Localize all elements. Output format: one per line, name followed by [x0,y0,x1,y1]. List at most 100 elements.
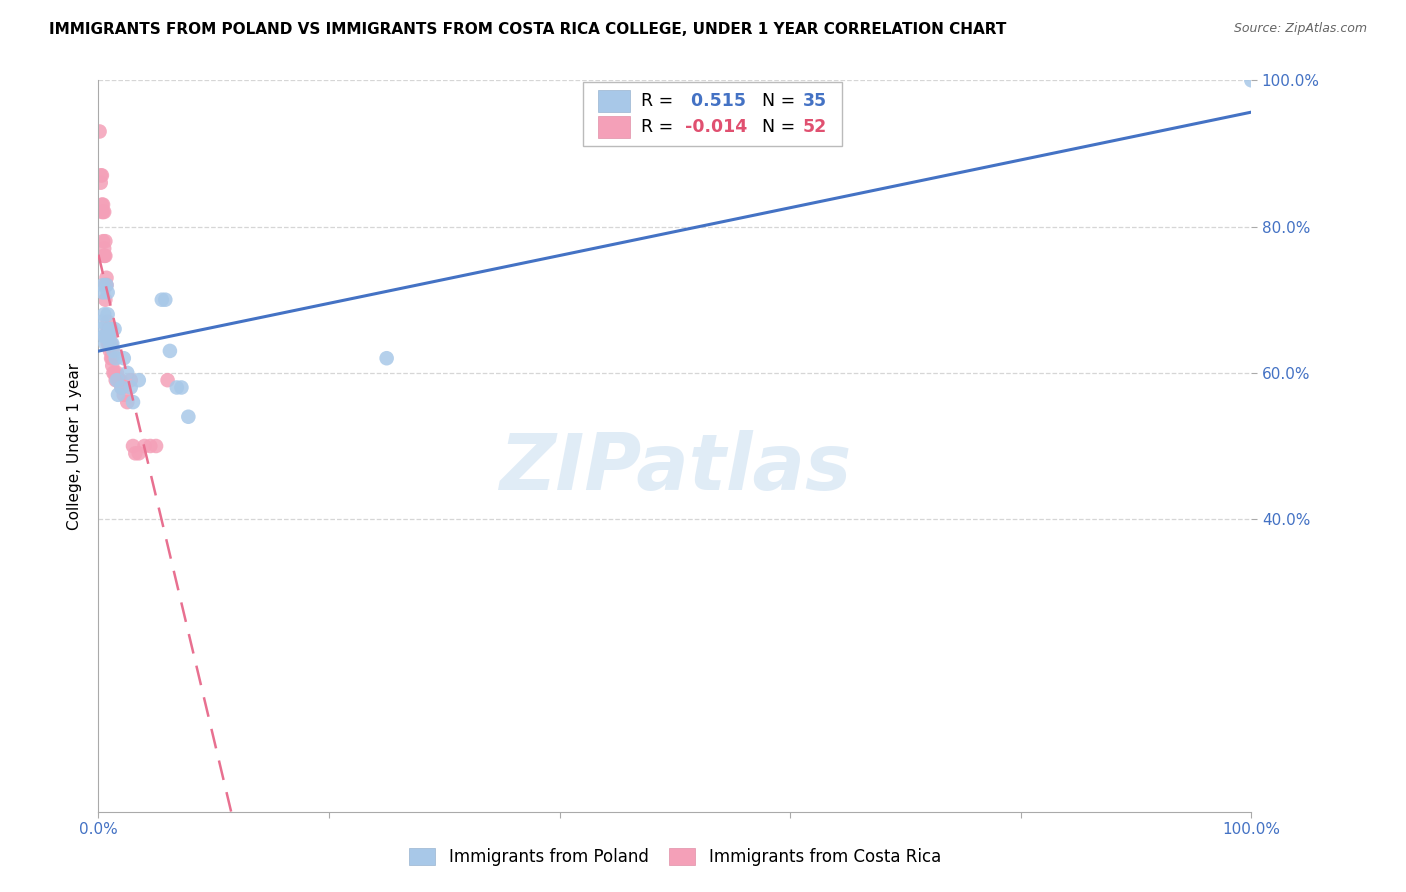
Point [97,322,120,336]
Point [96,278,118,293]
Point [105,366,128,380]
Point [93,242,115,256]
Point [94,234,117,248]
Point [97,329,120,343]
Text: R =: R = [641,92,679,110]
Point [110,380,132,394]
Point [156,373,179,387]
Point [120,373,142,387]
Point [101,343,124,358]
Point [94,329,117,343]
Point [107,388,129,402]
Point [98,336,121,351]
Point [122,395,145,409]
Point [112,351,135,366]
Point [93,249,115,263]
Point [134,439,156,453]
Point [94,278,117,293]
Point [90,197,112,211]
Point [108,373,131,387]
Point [94,249,117,263]
Point [97,322,120,336]
Point [124,446,146,460]
Point [97,336,120,351]
Point [100,322,122,336]
Point [375,351,398,366]
Point [122,439,145,453]
Point [110,380,132,394]
Y-axis label: College, Under 1 year: College, Under 1 year [66,362,82,530]
Point [103,343,125,358]
Point [100,351,122,366]
Point [101,359,124,373]
Point [103,366,125,380]
Point [98,329,121,343]
Point [90,176,112,190]
Text: N =: N = [751,118,801,136]
Point [94,293,117,307]
Point [103,322,125,336]
Point [128,373,150,387]
Point [91,197,114,211]
Point [89,124,111,138]
Point [97,307,120,321]
Point [177,409,200,424]
Point [93,249,115,263]
Point [93,205,115,219]
Text: R =: R = [641,118,679,136]
Text: 0.515: 0.515 [685,92,747,110]
Point [150,293,173,307]
Point [91,234,114,248]
Text: 52: 52 [803,118,827,136]
Point [97,322,120,336]
Point [97,315,120,329]
Point [93,307,115,321]
Text: -0.014: -0.014 [685,118,748,136]
Point [90,169,112,183]
Text: Source: ZipAtlas.com: Source: ZipAtlas.com [1233,22,1367,36]
Point [166,380,188,394]
Point [91,285,114,300]
Point [94,336,117,351]
Legend: Immigrants from Poland, Immigrants from Costa Rica: Immigrants from Poland, Immigrants from … [402,841,948,873]
Point [103,366,125,380]
Text: IMMIGRANTS FROM POLAND VS IMMIGRANTS FROM COSTA RICA COLLEGE, UNDER 1 YEAR CORRE: IMMIGRANTS FROM POLAND VS IMMIGRANTS FRO… [49,22,1007,37]
Point [90,315,112,329]
Point [139,439,162,453]
Point [97,285,120,300]
Point [91,205,114,219]
Point [100,336,122,351]
Text: ZIPatlas: ZIPatlas [499,430,851,506]
Point [112,388,135,402]
Point [117,366,139,380]
Point [107,373,129,387]
Point [128,446,150,460]
Point [93,329,115,343]
Text: 35: 35 [803,92,827,110]
Point [98,336,121,351]
Point [155,293,177,307]
Point [159,343,181,358]
Point [120,380,142,394]
Point [170,380,193,394]
Point [1240,73,1263,87]
Point [97,336,120,351]
Point [104,373,127,387]
Point [90,205,112,219]
FancyBboxPatch shape [582,82,842,146]
Point [105,373,128,387]
Point [90,322,112,336]
Point [96,329,118,343]
Point [101,351,124,366]
Point [90,169,112,183]
Point [145,439,167,453]
Point [98,322,121,336]
Point [101,336,124,351]
Point [96,270,118,285]
FancyBboxPatch shape [598,116,630,138]
Point [110,373,132,387]
Point [91,278,114,293]
FancyBboxPatch shape [598,90,630,112]
Point [104,351,127,366]
Text: N =: N = [751,92,801,110]
